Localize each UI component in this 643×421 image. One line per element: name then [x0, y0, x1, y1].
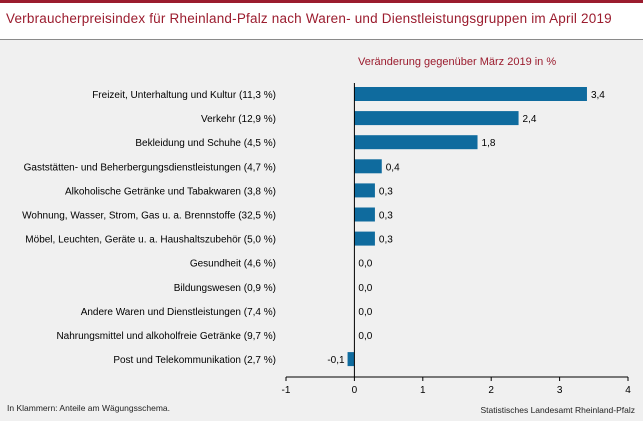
data-label: 2,4	[523, 114, 537, 125]
source-note: Statistisches Landesamt Rheinland-Pfalz	[480, 405, 636, 415]
category-label: Möbel, Leuchten, Geräte u. a. Haushaltsz…	[25, 235, 276, 246]
footnote: In Klammern: Anteile am Wägungsschema.	[7, 403, 170, 413]
x-tick-label: 1	[420, 385, 426, 396]
chart-title: Verbraucherpreisindex für Rheinland-Pfal…	[6, 11, 612, 26]
data-label: 0,3	[379, 186, 393, 197]
bar	[354, 207, 375, 222]
chart-subtitle: Veränderung gegenüber März 2019 in %	[358, 56, 557, 68]
x-tick-label: 3	[557, 385, 563, 396]
data-label: 0,3	[379, 211, 393, 222]
title-divider	[0, 39, 643, 40]
bar	[354, 159, 382, 174]
data-label: 0,0	[358, 259, 372, 270]
category-label: Alkoholische Getränke und Tabakwaren (3,…	[65, 186, 276, 197]
data-label: 0,0	[358, 283, 372, 294]
data-label: 1,8	[482, 138, 496, 149]
category-label: Post und Telekommunikation (2,7 %)	[113, 355, 276, 366]
x-tick-label: 0	[352, 385, 358, 396]
category-label: Nahrungsmittel und alkoholfreie Getränke…	[56, 331, 276, 342]
bar	[354, 231, 375, 246]
category-label: Bekleidung und Schuhe (4,5 %)	[135, 138, 276, 149]
data-label: 0,0	[358, 331, 372, 342]
bar	[347, 352, 355, 367]
chart-panel	[0, 40, 643, 421]
x-tick-label: -1	[282, 385, 291, 396]
category-label: Verkehr (12,9 %)	[201, 114, 276, 125]
category-label: Bildungswesen (0,9 %)	[174, 283, 276, 294]
data-label: 3,4	[591, 90, 605, 101]
top-accent-line	[0, 0, 643, 3]
data-label: 0,3	[379, 235, 393, 246]
data-label: 0,0	[358, 307, 372, 318]
data-label: -0,1	[327, 355, 345, 366]
category-label: Gesundheit (4,6 %)	[190, 259, 276, 270]
bar	[354, 135, 478, 150]
bar	[354, 111, 519, 126]
bar	[354, 183, 375, 198]
category-label: Freizeit, Unterhaltung und Kultur (11,3 …	[92, 90, 276, 101]
x-tick-label: 4	[625, 385, 631, 396]
bar	[354, 87, 587, 101]
x-tick-label: 2	[488, 385, 494, 396]
category-label: Gaststätten- und Beherbergungsdienstleis…	[24, 162, 276, 173]
category-label: Wohnung, Wasser, Strom, Gas u. a. Brenns…	[22, 211, 276, 222]
category-label: Andere Waren und Dienstleistungen (7,4 %…	[81, 307, 276, 318]
data-label: 0,4	[386, 162, 400, 173]
